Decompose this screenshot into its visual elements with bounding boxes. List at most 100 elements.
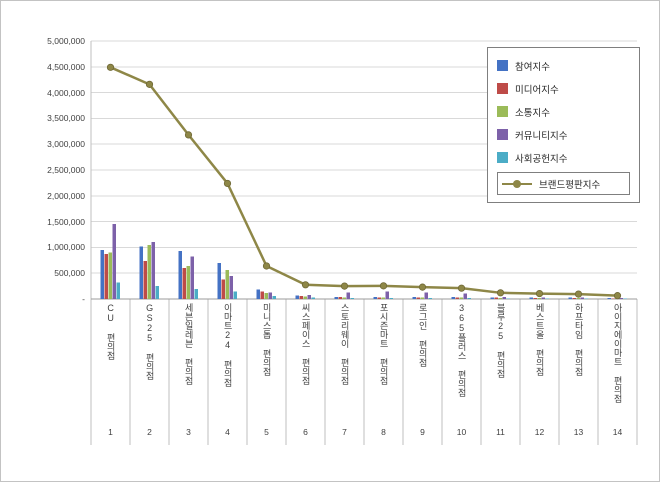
bar-series1-cat9: [416, 297, 420, 299]
y-tick-label: 3,500,000: [47, 113, 85, 124]
category-label-text: 포시즌마트 편의점: [378, 303, 389, 385]
category-rank: 7: [342, 427, 347, 437]
legend-item: 미디어지수: [497, 78, 630, 99]
category-label: 씨스페이스 편의점: [286, 303, 325, 423]
category-rank: 11: [496, 427, 505, 437]
bar-series3-cat7: [346, 292, 350, 299]
bar-series1-cat11: [494, 297, 498, 299]
y-tick-label: 2,500,000: [47, 165, 85, 175]
bar-series3-cat13: [580, 297, 584, 299]
line-marker-cat14: [613, 292, 622, 300]
bar-series3-cat6: [307, 294, 311, 299]
line-marker-cat5: [262, 262, 271, 270]
legend-label: 미디어지수: [515, 84, 559, 96]
line-marker-cat13: [574, 290, 583, 298]
bar-series2-cat3: [186, 265, 190, 299]
category-label: 아이지에이마트 편의점: [598, 303, 637, 423]
bar-series2-cat13: [576, 298, 580, 299]
category-label-text: GS25 편의점: [144, 303, 155, 380]
category-rank: 6: [303, 427, 308, 437]
bar-series4-cat2: [155, 286, 159, 299]
category-label-text: 아이지에이마트 편의점: [612, 303, 623, 403]
category-label-text: CU 편의점: [105, 303, 116, 360]
bar-series4-cat4: [233, 291, 237, 299]
bar-series3-cat2: [151, 242, 155, 299]
bar-series4-cat10: [467, 298, 471, 299]
bar-series1-cat13: [572, 297, 576, 299]
category-rank: 4: [225, 427, 230, 437]
category-label-text: 미니스톱 편의점: [261, 303, 272, 376]
bar-series3-cat5: [268, 292, 272, 299]
bar-series1-cat6: [299, 296, 303, 299]
category-rank: 2: [147, 427, 152, 437]
line-marker-cat3: [184, 131, 193, 139]
category-label: 세븐일레븐 편의점: [169, 303, 208, 423]
category-label-text: 씨스페이스 편의점: [300, 303, 311, 385]
line-marker-cat4: [223, 179, 232, 188]
legend-item: 사회공헌지수: [497, 147, 630, 168]
line-marker-cat8: [379, 282, 388, 290]
bar-series1-cat14: [611, 298, 615, 299]
line-marker-cat7: [340, 282, 349, 290]
bar-series0-cat9: [412, 297, 416, 299]
category-label: 하프타임 편의점: [559, 303, 598, 423]
legend-item: 참여지수: [497, 55, 630, 76]
bar-series4-cat7: [350, 298, 354, 299]
legend-item-brand-index: 브랜드평판지수: [497, 172, 630, 195]
category-rank: 1: [108, 427, 113, 437]
bar-series3-cat12: [541, 297, 545, 299]
category-label: 미니스톱 편의점: [247, 303, 286, 423]
bar-series0-cat8: [373, 297, 377, 299]
bar-series0-cat4: [217, 262, 221, 299]
y-tick-label: 4,500,000: [47, 61, 85, 72]
line-marker-cat1: [106, 63, 115, 71]
legend-swatch-icon: [497, 152, 508, 163]
y-tick-label: -: [82, 294, 85, 304]
legend-label: 브랜드평판지수: [539, 179, 601, 191]
bar-series1-cat12: [533, 297, 537, 299]
bar-series3-cat10: [463, 293, 467, 299]
bar-series3-cat14: [619, 298, 623, 299]
bar-series2-cat8: [381, 297, 385, 299]
line-marker-cat12: [535, 289, 544, 298]
bar-series2-cat7: [342, 297, 346, 299]
bar-series0-cat13: [568, 297, 572, 299]
bar-series0-cat6: [295, 295, 299, 299]
bar-series2-cat4: [225, 270, 229, 299]
category-rank: 8: [381, 427, 386, 437]
category-rank: 13: [573, 427, 584, 437]
line-marker-cat10: [457, 284, 466, 292]
y-tick-label: 1,500,000: [47, 216, 85, 227]
legend-swatch-icon: [497, 106, 508, 117]
category-rank: 10: [456, 427, 467, 437]
legend-label: 사회공헌지수: [515, 153, 568, 165]
line-marker-cat9: [418, 283, 427, 291]
category-label: 블루25 편의점: [481, 303, 520, 423]
bar-series3-cat4: [229, 275, 233, 299]
legend-swatch-icon: [497, 129, 508, 140]
chart-legend: 참여지수 미디어지수 소통지수 커뮤니티지수 사회공헌지수 브랜드평판지수: [487, 47, 640, 203]
category-label-text: 365플러스 편의점: [456, 303, 467, 397]
line-marker-cat2: [145, 80, 154, 88]
legend-marker-dot-icon: [513, 179, 521, 188]
bar-series1-cat5: [260, 291, 264, 299]
bar-series0-cat11: [490, 297, 494, 299]
bar-series4-cat6: [311, 297, 315, 299]
bar-series0-cat14: [607, 298, 611, 299]
legend-item: 커뮤니티지수: [497, 124, 630, 145]
y-tick-label: 500,000: [54, 268, 85, 279]
category-label-text: 이마트24 편의점: [222, 303, 233, 387]
bar-series4-cat8: [389, 298, 393, 299]
bar-series3-cat11: [502, 297, 506, 299]
category-label: CU 편의점: [91, 303, 130, 423]
category-rank: 9: [420, 427, 425, 437]
bar-series4-cat5: [272, 295, 276, 299]
brand-index-line: [109, 66, 618, 297]
bar-series3-cat3: [190, 256, 194, 299]
bar-series2-cat11: [498, 297, 502, 299]
legend-label: 커뮤니티지수: [515, 130, 568, 142]
bar-series0-cat3: [178, 251, 182, 299]
category-label: 로그인 편의점: [403, 303, 442, 423]
category-rank: 14: [612, 427, 623, 437]
bar-series0-cat10: [451, 297, 455, 299]
